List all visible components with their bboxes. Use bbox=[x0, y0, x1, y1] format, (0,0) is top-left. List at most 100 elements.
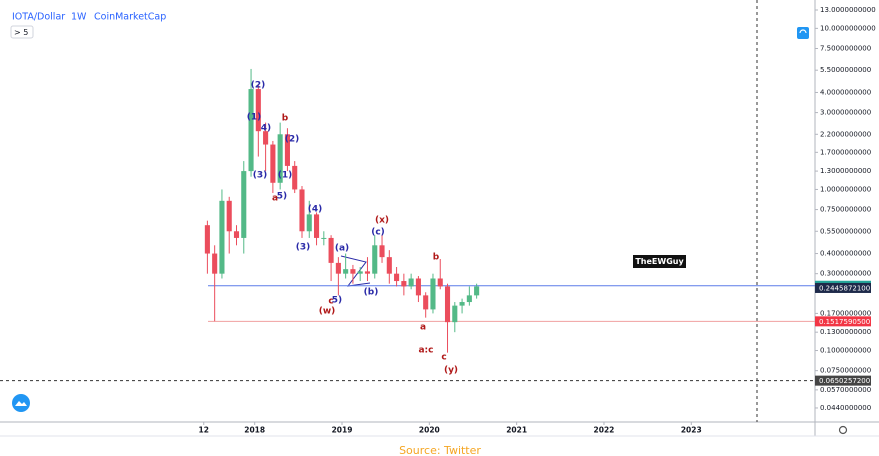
wave-label: (b) bbox=[364, 288, 379, 298]
candle-body bbox=[474, 286, 480, 296]
wave-label: (2) bbox=[285, 135, 300, 145]
auto-scale-icon bbox=[799, 29, 807, 34]
y-tick-label: 0.1000000000 bbox=[820, 347, 871, 355]
candle-body bbox=[459, 302, 465, 306]
y-tick-label: 10.0000000000 bbox=[820, 24, 876, 32]
candle-body bbox=[372, 245, 378, 274]
candle-body bbox=[248, 89, 254, 172]
candle-body bbox=[437, 278, 443, 287]
price-label: 0.2445872100 bbox=[819, 284, 870, 292]
wave-label: (a) bbox=[335, 244, 349, 254]
candle-body bbox=[350, 269, 356, 274]
candle-body bbox=[241, 171, 247, 238]
candle-body bbox=[343, 269, 349, 274]
candle-body bbox=[219, 200, 225, 274]
x-tick-label: 2019 bbox=[332, 426, 353, 435]
y-tick-label: 5.5000000000 bbox=[820, 66, 871, 74]
symbol: IOTA/Dollar bbox=[12, 12, 65, 23]
plot: (2)(1)4)b(2)(3) (1)a5)(4)(3)(x)(c)(a)bc5)… bbox=[0, 68, 815, 382]
settings-icon[interactable] bbox=[838, 425, 848, 435]
watermark: TheEWGuy bbox=[635, 257, 684, 266]
candle-body bbox=[233, 231, 240, 238]
interval: 1W bbox=[71, 12, 87, 23]
candle-body bbox=[321, 237, 327, 239]
candle-body bbox=[466, 295, 472, 303]
candle-body bbox=[204, 225, 210, 254]
candle-body bbox=[335, 262, 341, 274]
candle-body bbox=[357, 271, 363, 274]
y-tick-label: 0.0440000000 bbox=[820, 404, 871, 412]
y-tick-label: 13.0000000000 bbox=[820, 6, 876, 14]
y-tick-label: 0.3000000000 bbox=[820, 270, 871, 278]
source: CoinMarketCap bbox=[94, 12, 166, 23]
wave-label: (2) bbox=[251, 81, 266, 91]
y-tick-label: 1.3000000000 bbox=[820, 167, 871, 175]
candle-body bbox=[430, 278, 436, 310]
y-tick-label: 2.2000000000 bbox=[820, 130, 871, 138]
wave-label: a:c bbox=[418, 346, 433, 356]
badge-text[interactable]: > 5 bbox=[14, 28, 28, 37]
x-tick-label: 2022 bbox=[594, 426, 615, 435]
candle-body bbox=[263, 131, 269, 145]
logo-icon bbox=[15, 401, 27, 406]
wave-label: (y) bbox=[444, 366, 458, 376]
candle-body bbox=[212, 253, 218, 274]
candle-body bbox=[415, 278, 421, 296]
wave-label: c bbox=[441, 353, 446, 363]
indicator-badge[interactable] bbox=[10, 25, 34, 39]
candle-body bbox=[364, 271, 371, 274]
candle-body bbox=[328, 237, 334, 263]
wave-label: a bbox=[272, 194, 278, 204]
wave-label: 5) bbox=[332, 296, 342, 306]
x-tick-label: 2018 bbox=[244, 426, 265, 435]
candle-body bbox=[255, 89, 261, 132]
price-label-box bbox=[815, 282, 871, 293]
y-tick-label: 4.0000000000 bbox=[820, 88, 871, 96]
wave-label: (3) bbox=[296, 243, 311, 253]
y-tick-label: 0.0750000000 bbox=[820, 367, 871, 375]
wave-label: (3) bbox=[253, 171, 268, 181]
candle-body bbox=[306, 214, 312, 232]
x-tick-label: 12 bbox=[199, 426, 209, 435]
candle-body bbox=[270, 144, 276, 183]
price-label-box bbox=[815, 316, 871, 327]
candle-body bbox=[401, 281, 407, 287]
candle-body bbox=[452, 305, 458, 323]
y-tick-label: 0.4000000000 bbox=[820, 250, 871, 258]
candle-body bbox=[292, 165, 298, 190]
candle-body bbox=[313, 214, 320, 238]
candle-body bbox=[386, 257, 392, 274]
auto-scale-button[interactable] bbox=[797, 27, 809, 39]
wave-label: c bbox=[328, 297, 333, 307]
wave-label: (c) bbox=[371, 228, 385, 238]
candle-body bbox=[444, 286, 451, 323]
price-label-box bbox=[815, 375, 871, 386]
wave-label: (x) bbox=[375, 216, 389, 226]
candle-body bbox=[408, 278, 414, 287]
wave-label: b bbox=[433, 253, 440, 263]
wave-label: (1) bbox=[278, 171, 293, 181]
y-tick-label: 0.5500000000 bbox=[820, 227, 871, 235]
y-tick-label: 3.0000000000 bbox=[820, 109, 871, 117]
y-tick-label: 1.7000000000 bbox=[820, 148, 871, 156]
candle-body bbox=[394, 273, 400, 282]
y-tick-label: 0.1700000000 bbox=[820, 309, 871, 317]
candle-body bbox=[299, 189, 305, 232]
y-tick-label: 0.0570000000 bbox=[820, 386, 871, 394]
x-tick-label: 2023 bbox=[681, 426, 702, 435]
y-tick-label: 0.7500000000 bbox=[820, 206, 871, 214]
caption: Source: Twitter bbox=[399, 444, 481, 456]
wave-label: 4) bbox=[261, 124, 271, 134]
watermark-box bbox=[633, 255, 686, 268]
candle-body bbox=[423, 295, 429, 310]
wave-drawing bbox=[340, 255, 371, 287]
candle-body bbox=[284, 134, 290, 166]
x-tick-label: 2020 bbox=[419, 426, 440, 435]
candle-body bbox=[226, 200, 232, 232]
price-label: 0.0650257200 bbox=[819, 377, 870, 385]
wave-label: (1) bbox=[247, 113, 262, 123]
